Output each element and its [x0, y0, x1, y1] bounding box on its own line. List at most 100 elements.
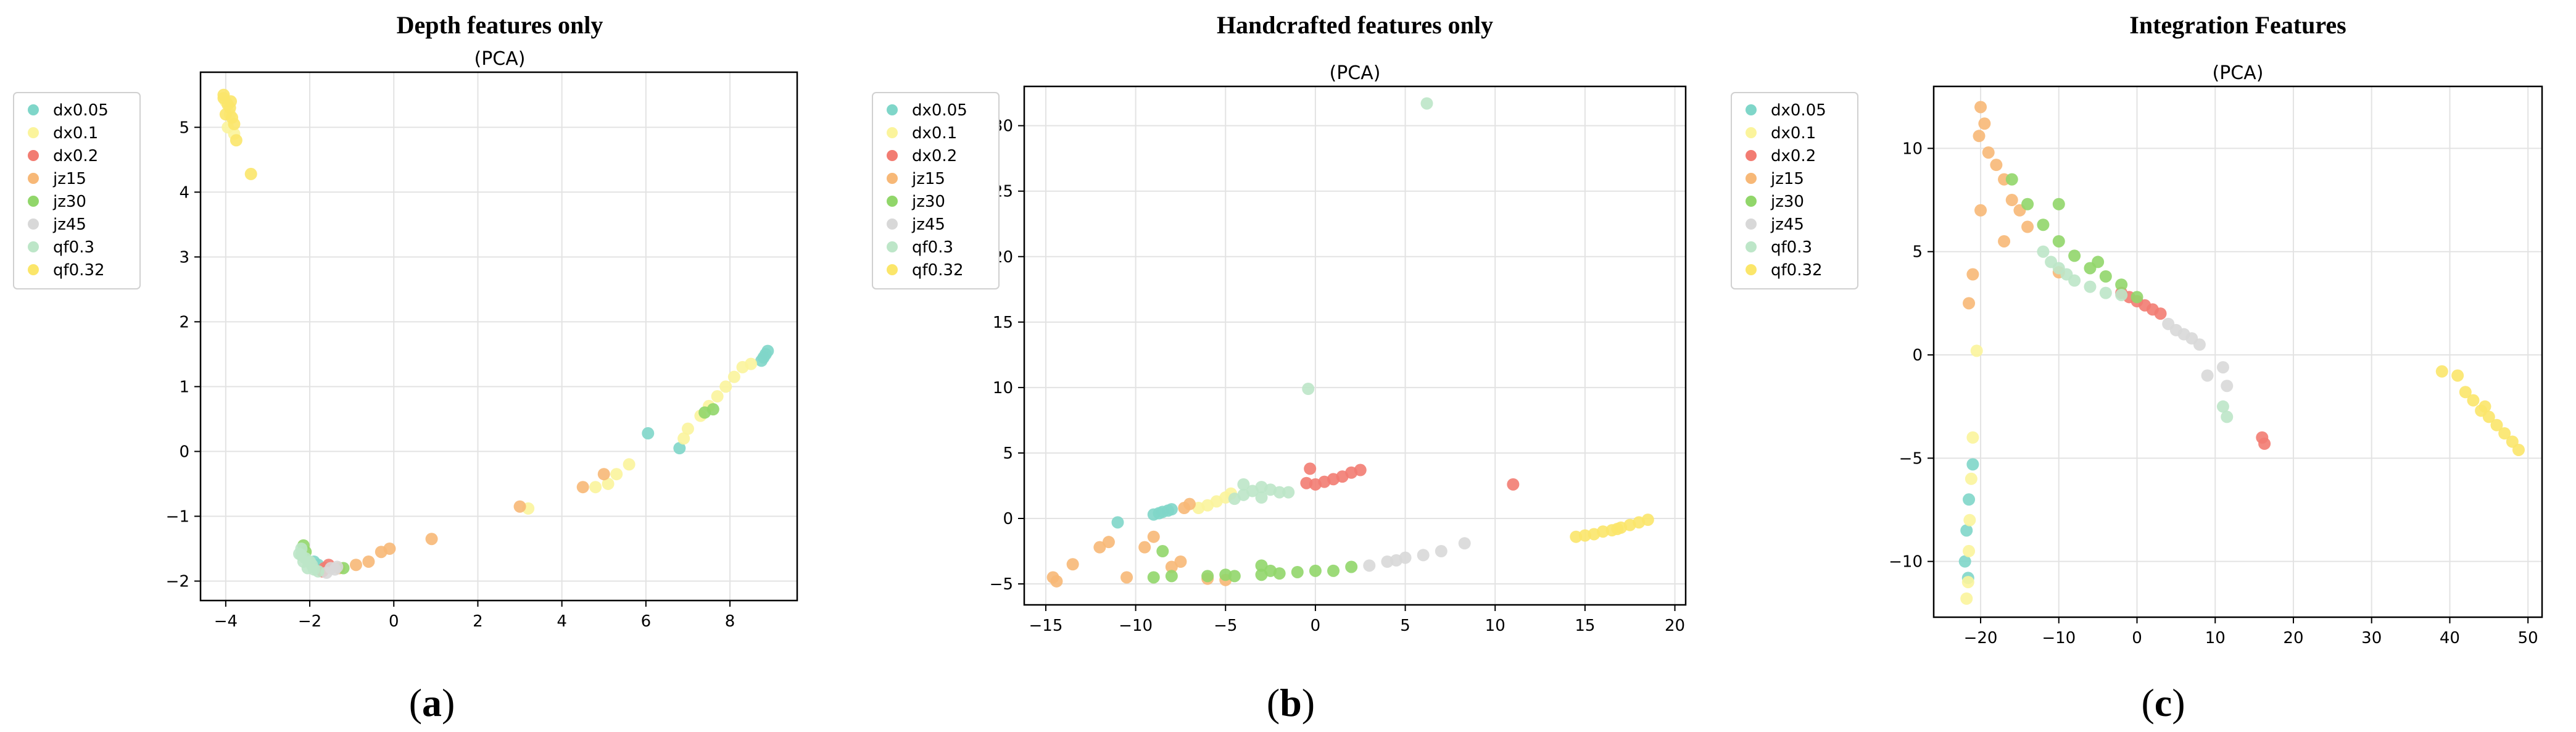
- data-point: [677, 432, 690, 445]
- caption-letter: c: [2155, 681, 2172, 725]
- data-point: [1304, 462, 1317, 475]
- legend-label: dx0.1: [912, 124, 957, 143]
- legend-marker: [28, 264, 39, 275]
- legend-label: jz45: [1770, 215, 1804, 234]
- x-tick-label: −4: [214, 612, 238, 631]
- data-point: [673, 442, 686, 455]
- legend-marker: [28, 150, 39, 161]
- data-point: [576, 481, 589, 494]
- panel-b: Handcrafted features only (PCA) −15 −10 −5 0 5…: [859, 0, 1718, 732]
- data-point: [706, 403, 719, 416]
- caption-paren-open: (: [409, 681, 422, 725]
- data-point: [2451, 369, 2464, 382]
- data-point: [2201, 369, 2214, 382]
- legend-label: dx0.2: [53, 147, 98, 165]
- data-point: [1111, 516, 1124, 529]
- data-point: [1138, 541, 1151, 554]
- data-point: [2084, 280, 2097, 293]
- data-point: [681, 422, 694, 435]
- legend-marker: [887, 218, 898, 230]
- grid: [1024, 86, 1686, 605]
- data-point: [1435, 545, 1447, 558]
- legend-label: dx0.05: [53, 101, 109, 120]
- data-point: [2490, 418, 2503, 431]
- data-point: [1417, 549, 1430, 562]
- data-point: [1963, 514, 1976, 526]
- data-point: [1960, 592, 1973, 605]
- data-point: [1963, 297, 1976, 310]
- legend-box: [872, 92, 1000, 289]
- x-tick-label: 30: [2361, 629, 2382, 647]
- data-point: [711, 390, 724, 403]
- x-tick-label: 6: [641, 612, 652, 631]
- legend-marker: [1746, 218, 1757, 230]
- x-tick-label: 20: [1665, 617, 1685, 635]
- data-point: [2154, 307, 2167, 320]
- data-point: [1066, 558, 1079, 571]
- x-tick-label: −10: [2042, 629, 2076, 647]
- data-point: [1050, 575, 1063, 588]
- panel-caption: (b): [1267, 681, 1315, 725]
- series-qf0.32: [1570, 514, 1654, 543]
- data-point: [2216, 400, 2229, 413]
- series-dx0.2: [2115, 286, 2271, 450]
- x-tick-label: 10: [2205, 629, 2226, 647]
- chart-subtitle: (PCA): [474, 48, 526, 70]
- y-tick-label: 5: [179, 119, 189, 137]
- plot-frame: [199, 71, 798, 602]
- legend-label: qf0.32: [912, 261, 964, 280]
- x-tick-label: −2: [298, 612, 321, 631]
- y-tick-label: 2: [179, 313, 189, 331]
- chart-integration-features: Integration Features (PCA) −20 −10 0 10 20 30 40…: [1731, 11, 2543, 725]
- caption-letter: b: [1280, 681, 1302, 725]
- caption-paren-open: (: [2141, 681, 2154, 725]
- data-point: [1960, 524, 1973, 537]
- series-jz30: [2005, 173, 2143, 304]
- series-jz15: [333, 468, 610, 575]
- data-point: [228, 118, 241, 131]
- legend-marker: [28, 104, 39, 115]
- legend: dx0.05 dx0.1 dx0.2 jz15 jz30 jz45 qf0.3 qf0.32: [872, 92, 1000, 289]
- x-tick-label: 20: [2283, 629, 2303, 647]
- data-point: [1363, 559, 1376, 572]
- data-point: [513, 500, 526, 513]
- data-point: [610, 468, 623, 481]
- legend: dx0.05 dx0.1 dx0.2 jz15 jz30 jz45 qf0.3 qf0.32: [13, 92, 141, 289]
- series-dx0.05: [1111, 503, 1178, 529]
- data-point: [2099, 286, 2112, 299]
- x-tick-label: 15: [1575, 617, 1595, 635]
- legend-label: jz15: [52, 170, 86, 188]
- data-point: [745, 357, 758, 370]
- panel-caption: (a): [409, 681, 455, 725]
- caption-paren-open: (: [1267, 681, 1280, 725]
- legend-label: dx0.2: [1771, 147, 1816, 165]
- legend-label: dx0.1: [53, 124, 98, 143]
- data-point: [1973, 130, 1986, 143]
- y-tick-label: 0: [1003, 510, 1013, 528]
- series-qf0.3: [2037, 245, 2234, 423]
- data-point: [1611, 522, 1624, 535]
- data-point: [2479, 400, 2491, 413]
- data-point: [1273, 486, 1286, 499]
- data-point: [1147, 571, 1160, 584]
- legend-label: jz30: [911, 193, 945, 211]
- data-point: [761, 344, 774, 357]
- data-point: [1966, 268, 1979, 281]
- data-point: [2482, 410, 2495, 423]
- x-tick-label: 5: [1400, 617, 1410, 635]
- legend-label: qf0.3: [912, 238, 953, 257]
- legend-marker: [887, 150, 898, 161]
- legend-label: jz15: [1770, 170, 1804, 188]
- legend-label: dx0.05: [1771, 101, 1826, 120]
- data-point: [1165, 570, 1178, 583]
- data-point: [2005, 173, 2018, 186]
- data-point: [1302, 383, 1315, 395]
- series-dx0.2: [1300, 462, 1520, 491]
- caption-paren-close: ): [2172, 681, 2185, 725]
- legend-marker: [1746, 196, 1757, 207]
- series-jz15: [1963, 101, 2065, 310]
- caption-letter: a: [422, 681, 442, 725]
- series-qf0.3: [293, 542, 325, 578]
- data-point: [1963, 544, 1976, 557]
- legend-marker: [1746, 150, 1757, 161]
